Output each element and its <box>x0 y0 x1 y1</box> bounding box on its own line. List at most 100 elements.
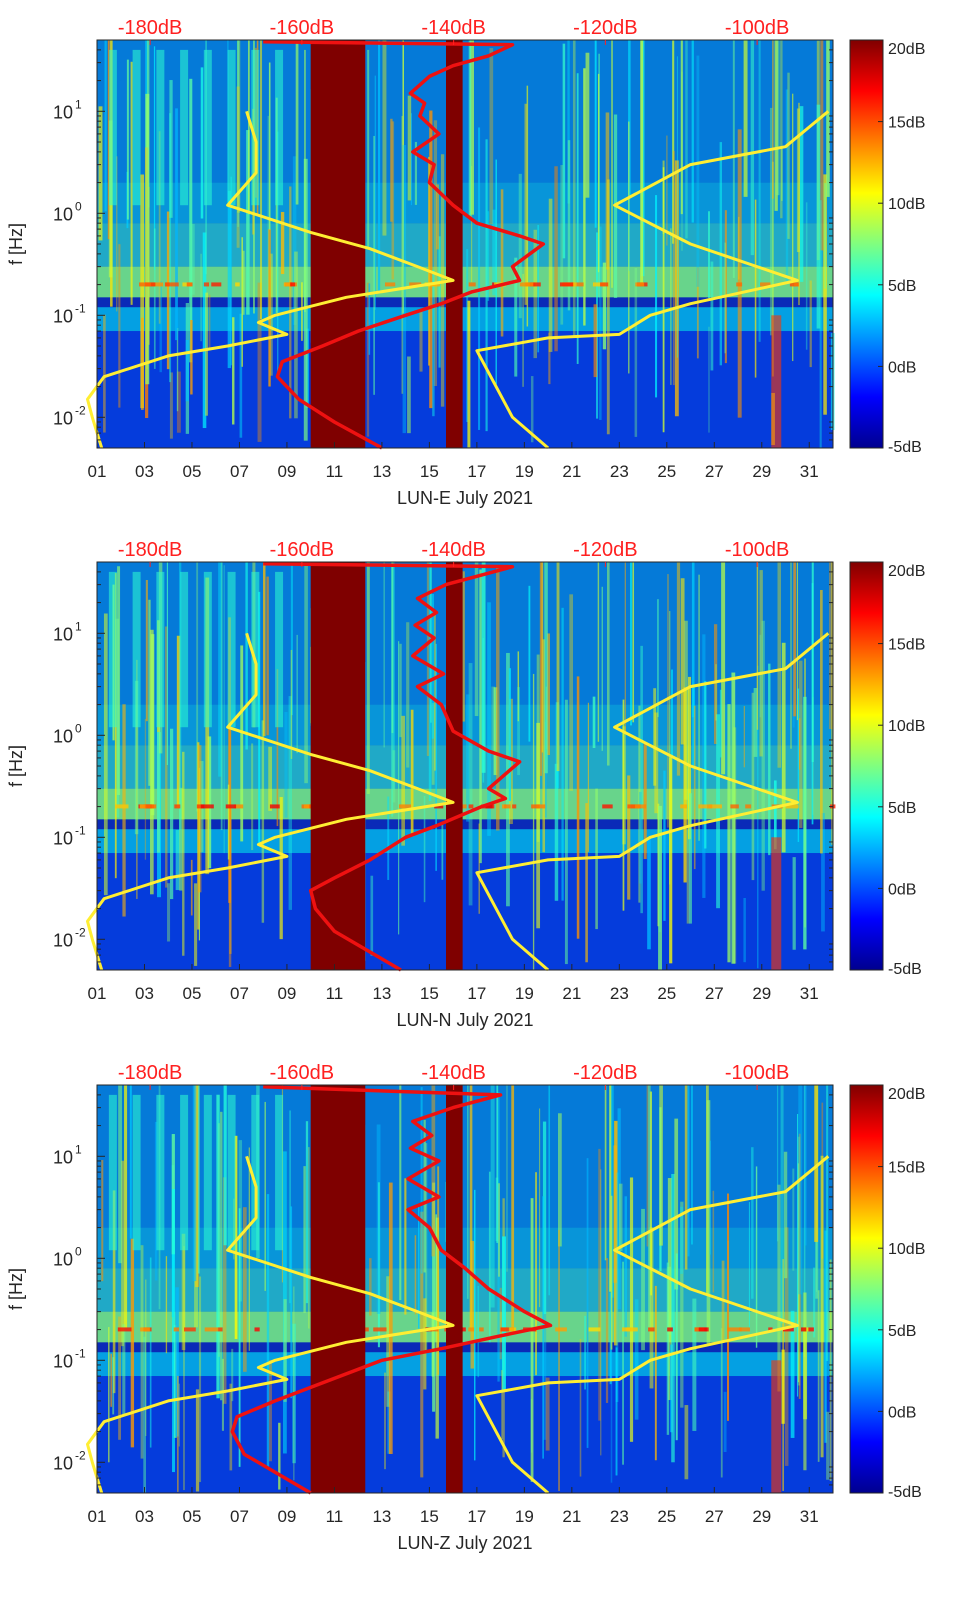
heatmap-hotspot <box>698 1327 709 1332</box>
y-tick-exponent: 1 <box>75 619 82 633</box>
top-axis-label: -160dB <box>270 539 335 561</box>
colorbar-tick-label: 10dB <box>888 718 925 735</box>
heatmap-streak <box>122 704 126 917</box>
heatmap-streak <box>609 1085 612 1292</box>
heatmap-streak <box>241 237 243 367</box>
heatmap-streak <box>191 223 195 295</box>
heatmap-streak <box>826 40 830 197</box>
heatmap-hotspot <box>173 1327 180 1332</box>
heatmap-streak <box>743 705 745 768</box>
heatmap-streak <box>150 634 155 816</box>
heatmap-streak <box>156 571 165 728</box>
heatmap-streak <box>404 1178 407 1315</box>
heatmap-streak <box>407 95 412 201</box>
heatmap-streak <box>266 576 269 736</box>
y-tick-label: 10 <box>53 102 73 122</box>
heatmap-streak <box>251 743 254 851</box>
heatmap-streak <box>420 1211 424 1478</box>
y-tick-label: 10 <box>53 1147 73 1167</box>
heatmap-streak <box>537 224 540 353</box>
x-tick-label: 21 <box>562 1507 581 1526</box>
heatmap-streak <box>609 1292 612 1385</box>
heatmap-streak <box>561 607 564 901</box>
heatmap-streak <box>223 1177 227 1404</box>
y-axis-label: f [Hz] <box>6 223 26 265</box>
heatmap-streak <box>597 562 600 742</box>
heatmap-streak <box>293 1286 295 1481</box>
heatmap-streak <box>227 571 236 728</box>
heatmap-streak <box>177 1375 179 1492</box>
heatmap-hotspot <box>398 804 412 809</box>
heatmap-hotspot <box>233 804 244 809</box>
heatmap-hotspot <box>303 804 309 809</box>
heatmap-streak <box>474 562 479 717</box>
heatmap-streak <box>755 1166 758 1348</box>
heatmap-streak <box>401 115 404 394</box>
heatmap-streak <box>425 1143 428 1351</box>
heatmap-hotspot <box>680 804 688 809</box>
data-gap <box>446 562 463 970</box>
series-model-curve-right <box>475 110 830 450</box>
heatmap-streak <box>190 859 193 916</box>
y-tick-label: 10 <box>53 408 73 428</box>
heatmap-streak <box>251 1094 260 1251</box>
heatmap-streak <box>539 1108 541 1308</box>
heatmap-hotspot <box>635 282 645 287</box>
heatmap-streak <box>180 571 189 728</box>
heatmap-streak <box>220 1111 223 1401</box>
heatmap-streak <box>669 611 671 885</box>
heatmap-streak <box>251 571 260 728</box>
heatmap-streak <box>124 1085 128 1328</box>
top-axis-label: -100dB <box>725 1062 790 1084</box>
heatmap-streak <box>280 211 285 275</box>
heatmap-hotspot <box>283 282 290 287</box>
heatmap-streak <box>649 1091 652 1296</box>
heatmap-streak <box>684 1085 688 1270</box>
top-axis-label: -180dB <box>118 17 183 39</box>
colorbar-tick-label: 10dB <box>888 196 925 213</box>
heatmap-streak <box>598 1148 601 1421</box>
heatmap-streak <box>234 1135 238 1339</box>
heatmap-streak <box>548 1085 551 1296</box>
heatmap-streak <box>721 562 726 775</box>
x-tick-label: 15 <box>420 1507 439 1526</box>
heatmap-streak <box>391 121 395 280</box>
heatmap-streak <box>687 676 691 840</box>
heatmap-streak <box>423 795 426 903</box>
heatmap-streak <box>820 589 823 854</box>
heatmap-streak <box>288 696 293 910</box>
heatmap-hotspot <box>217 1327 223 1332</box>
heatmap-hotspot <box>290 282 295 287</box>
heatmap-hotspot <box>785 804 799 809</box>
heatmap-streak <box>290 1206 293 1399</box>
heatmap-streak <box>264 1101 266 1291</box>
heatmap-streak <box>500 189 504 337</box>
heatmap-streak <box>132 49 141 206</box>
x-tick-label: 09 <box>277 1507 296 1526</box>
series-average-psd <box>263 562 522 972</box>
colorbar-tick-label: 0dB <box>888 1404 916 1421</box>
heatmap-streak <box>704 681 707 849</box>
heatmap-streak <box>499 1287 502 1360</box>
heatmap-streak <box>384 1372 386 1470</box>
heatmap-streak <box>680 40 683 215</box>
heatmap-streak <box>748 1202 750 1332</box>
heatmap-streak <box>727 704 731 963</box>
heatmap-streak <box>824 183 826 289</box>
heatmap-streak <box>269 253 273 376</box>
heatmap-streak <box>624 562 626 732</box>
top-axis-label: -180dB <box>118 539 183 561</box>
heatmap-streak <box>506 652 510 907</box>
heatmap-streak <box>176 635 181 808</box>
x-tick-label: 31 <box>800 462 819 481</box>
heatmap-streak <box>666 135 668 246</box>
heatmap-streak <box>197 745 202 893</box>
heatmap-streak <box>491 686 496 751</box>
x-tick-label: 17 <box>467 984 486 1003</box>
heatmap-hotspot <box>768 1327 773 1332</box>
heatmap-hotspot <box>739 1327 750 1332</box>
heatmap-streak <box>149 1257 152 1448</box>
heatmap-streak <box>710 261 714 371</box>
